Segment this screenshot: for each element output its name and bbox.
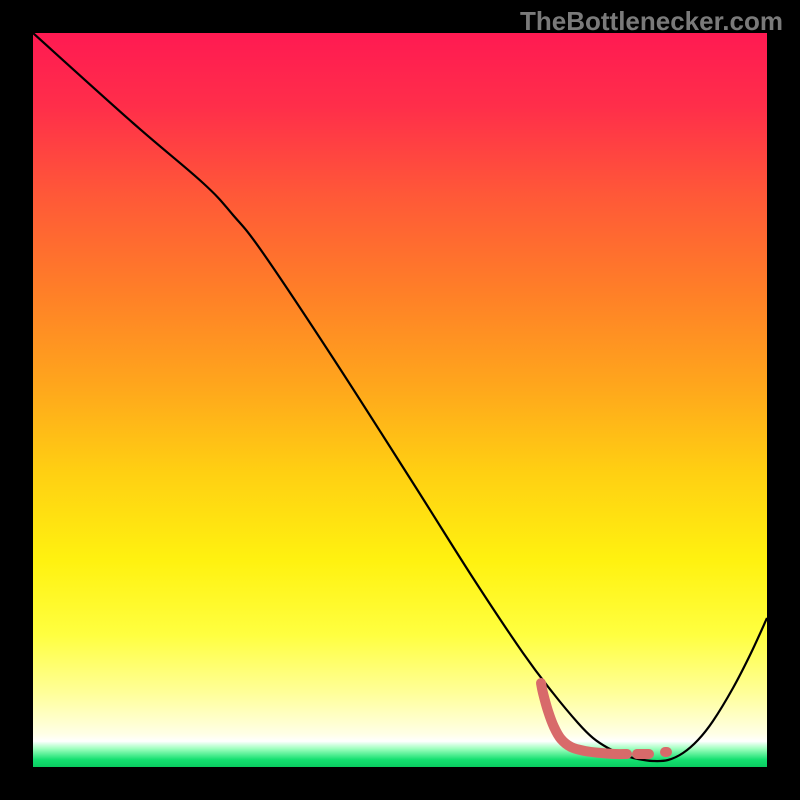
- heatmap-background: [33, 33, 767, 767]
- watermark-text: TheBottlenecker.com: [520, 6, 783, 37]
- chart-svg: [0, 0, 800, 800]
